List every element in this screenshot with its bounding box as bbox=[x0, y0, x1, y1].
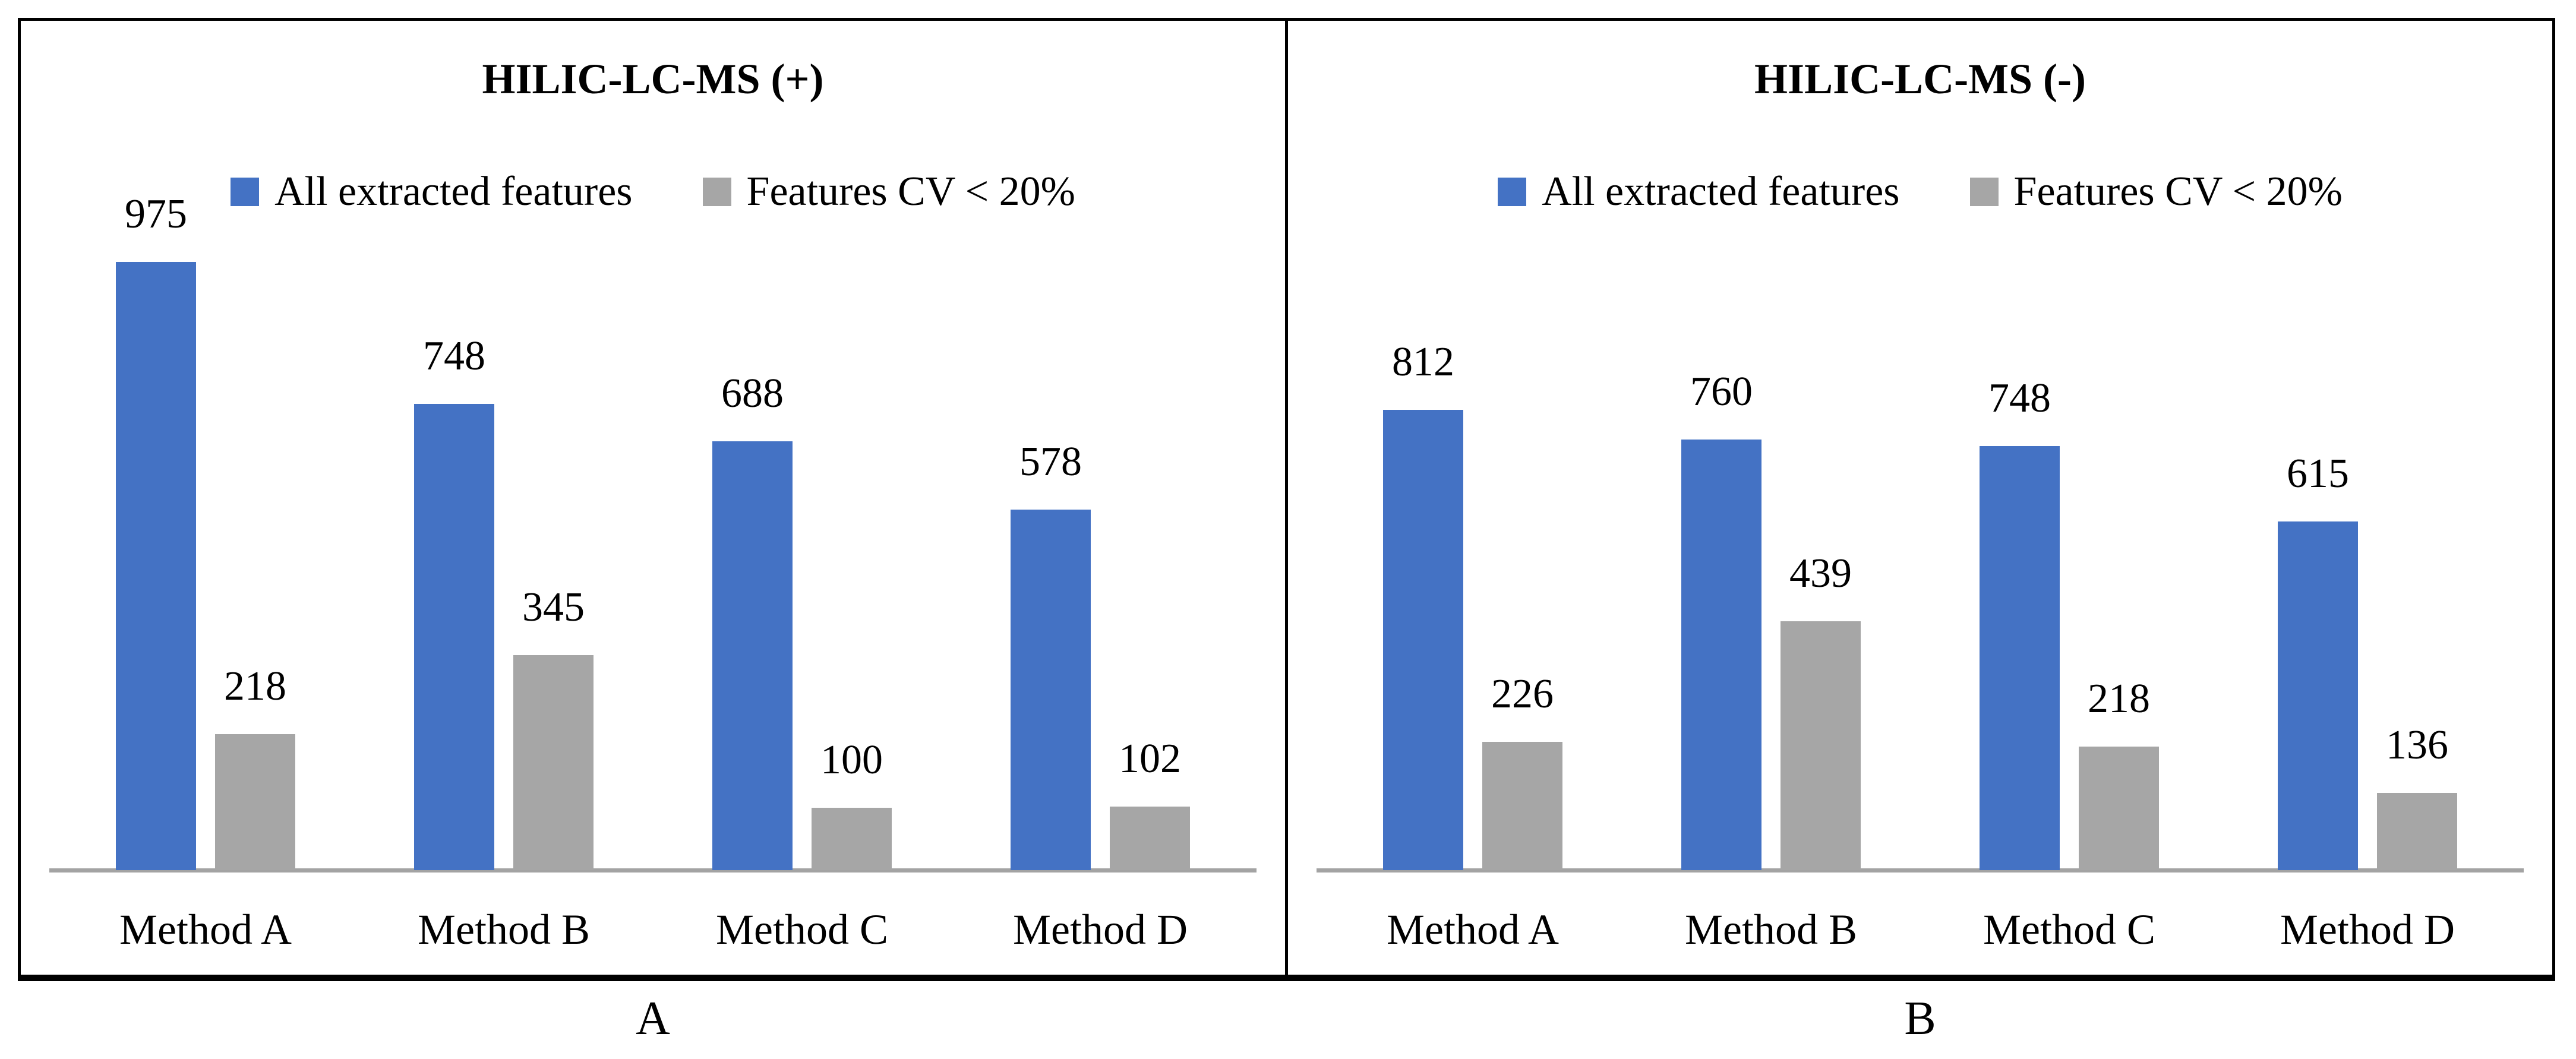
panel-hilic-negative: HILIC-LC-MS (-) All extracted features F… bbox=[1285, 18, 2555, 981]
bar-value-label: 218 bbox=[2088, 675, 2150, 722]
bar-slot: 218 bbox=[215, 246, 295, 870]
bar-all-extracted-features bbox=[1383, 409, 1463, 870]
legend-swatch-cv-icon bbox=[702, 178, 731, 206]
bar-all-extracted-features bbox=[116, 262, 196, 870]
bar-features-cv-lt-20 bbox=[2377, 793, 2457, 870]
category-label: Method D bbox=[2280, 906, 2455, 953]
legend-swatch-cv-icon bbox=[1969, 178, 1999, 206]
bar-slot: 748 bbox=[414, 246, 494, 870]
bar-pair: 812 226 bbox=[1383, 246, 1562, 870]
bar-value-label: 439 bbox=[1789, 550, 1852, 596]
category-axis: Method A Method B Method C Method D bbox=[56, 906, 1249, 953]
bar-features-cv-lt-20 bbox=[215, 734, 295, 870]
bar-all-extracted-features bbox=[1011, 510, 1091, 870]
bar-group: 688 100 bbox=[653, 246, 951, 870]
bar-value-label: 812 bbox=[1392, 339, 1454, 385]
bar-group: 760 439 bbox=[1622, 246, 1920, 870]
bar-slot: 615 bbox=[2278, 246, 2358, 870]
bar-pair: 748 218 bbox=[1980, 246, 2159, 870]
chart-title: HILIC-LC-MS (+) bbox=[482, 55, 824, 103]
category-axis: Method A Method B Method C Method D bbox=[1324, 906, 2517, 953]
bar-value-label: 136 bbox=[2386, 722, 2448, 769]
bar-group: 578 102 bbox=[951, 246, 1249, 870]
category-label: Method D bbox=[1013, 906, 1188, 953]
bar-group: 748 218 bbox=[1920, 246, 2218, 870]
bar-group: 748 345 bbox=[355, 246, 653, 870]
bar-value-label: 218 bbox=[224, 663, 286, 710]
bar-slot: 760 bbox=[1681, 246, 1761, 870]
panel-hilic-positive: HILIC-LC-MS (+) All extracted features F… bbox=[18, 18, 1288, 981]
bar-value-label: 226 bbox=[1491, 671, 1554, 717]
legend-item-cv: Features CV < 20% bbox=[702, 168, 1075, 216]
bar-value-label: 615 bbox=[2287, 450, 2349, 497]
legend-label-cv: Features CV < 20% bbox=[2013, 169, 2343, 214]
bar-value-label: 688 bbox=[721, 370, 784, 416]
legend-label-cv: Features CV < 20% bbox=[746, 169, 1075, 214]
plot-area: 812 226 760 439 748 218 615 136 bbox=[1317, 246, 2524, 873]
plot-area: 975 218 748 345 688 100 578 102 bbox=[49, 194, 1257, 873]
x-axis-line bbox=[1317, 868, 2524, 873]
bar-value-label: 100 bbox=[820, 737, 883, 783]
chart-title: HILIC-LC-MS (-) bbox=[1754, 55, 2086, 103]
panel-caption-b: B bbox=[1904, 992, 1936, 1045]
category-label: Method A bbox=[1386, 906, 1559, 953]
legend-swatch-all-features-icon bbox=[1498, 178, 1527, 206]
category-label: Method A bbox=[119, 906, 292, 953]
bar-features-cv-lt-20 bbox=[812, 808, 892, 870]
bar-slot: 102 bbox=[1110, 246, 1190, 870]
bar-pair: 688 100 bbox=[712, 246, 892, 870]
bar-slot: 218 bbox=[2079, 246, 2159, 870]
legend-item-all-features: All extracted features bbox=[1498, 168, 1900, 216]
legend-swatch-all-features-icon bbox=[231, 178, 260, 206]
bar-slot: 226 bbox=[1482, 246, 1562, 870]
bar-pair: 975 218 bbox=[116, 194, 295, 870]
bar-all-extracted-features bbox=[1681, 439, 1761, 870]
bar-features-cv-lt-20 bbox=[513, 655, 594, 870]
bar-slot: 688 bbox=[712, 246, 793, 870]
bar-all-extracted-features bbox=[1980, 446, 2060, 870]
bar-all-extracted-features bbox=[414, 403, 494, 870]
category-label: Method B bbox=[1684, 906, 1857, 953]
bar-value-label: 345 bbox=[522, 584, 585, 630]
bar-features-cv-lt-20 bbox=[2079, 746, 2159, 870]
legend-label-all-features: All extracted features bbox=[274, 169, 633, 214]
bar-slot: 812 bbox=[1383, 246, 1463, 870]
legend-item-all-features: All extracted features bbox=[231, 168, 633, 216]
bar-value-label: 578 bbox=[1019, 439, 1082, 485]
bar-value-label: 102 bbox=[1119, 735, 1181, 782]
bar-slot: 975 bbox=[116, 194, 196, 870]
category-label: Method C bbox=[1982, 906, 2155, 953]
bar-features-cv-lt-20 bbox=[1482, 742, 1562, 870]
x-axis-line bbox=[49, 868, 1257, 873]
bar-slot: 100 bbox=[812, 246, 892, 870]
bar-pair: 578 102 bbox=[1011, 246, 1190, 870]
bar-value-label: 760 bbox=[1690, 368, 1753, 415]
legend: All extracted features Features CV < 20% bbox=[21, 168, 1285, 216]
category-label: Method B bbox=[417, 906, 590, 953]
bar-value-label: 748 bbox=[1988, 375, 2051, 421]
legend-label-all-features: All extracted features bbox=[1542, 169, 1900, 214]
category-label: Method C bbox=[715, 906, 888, 953]
bar-features-cv-lt-20 bbox=[1781, 621, 1861, 870]
bar-pair: 615 136 bbox=[2278, 246, 2457, 870]
bar-slot: 136 bbox=[2377, 246, 2457, 870]
bar-features-cv-lt-20 bbox=[1110, 806, 1190, 870]
bar-all-extracted-features bbox=[712, 441, 793, 870]
bar-value-label: 748 bbox=[423, 333, 485, 379]
bar-slot: 439 bbox=[1781, 246, 1861, 870]
bar-group: 975 218 bbox=[56, 194, 355, 870]
bar-group: 615 136 bbox=[2218, 246, 2517, 870]
bar-slot: 748 bbox=[1980, 246, 2060, 870]
bar-group: 812 226 bbox=[1324, 246, 1622, 870]
bar-slot: 578 bbox=[1011, 246, 1091, 870]
bar-pair: 760 439 bbox=[1681, 246, 1861, 870]
bar-all-extracted-features bbox=[2278, 521, 2358, 870]
bar-value-label: 975 bbox=[125, 191, 187, 238]
bar-slot: 345 bbox=[513, 246, 594, 870]
panel-caption-a: A bbox=[636, 992, 670, 1045]
legend: All extracted features Features CV < 20% bbox=[1288, 168, 2552, 216]
bar-pair: 748 345 bbox=[414, 246, 594, 870]
legend-item-cv: Features CV < 20% bbox=[1969, 168, 2343, 216]
